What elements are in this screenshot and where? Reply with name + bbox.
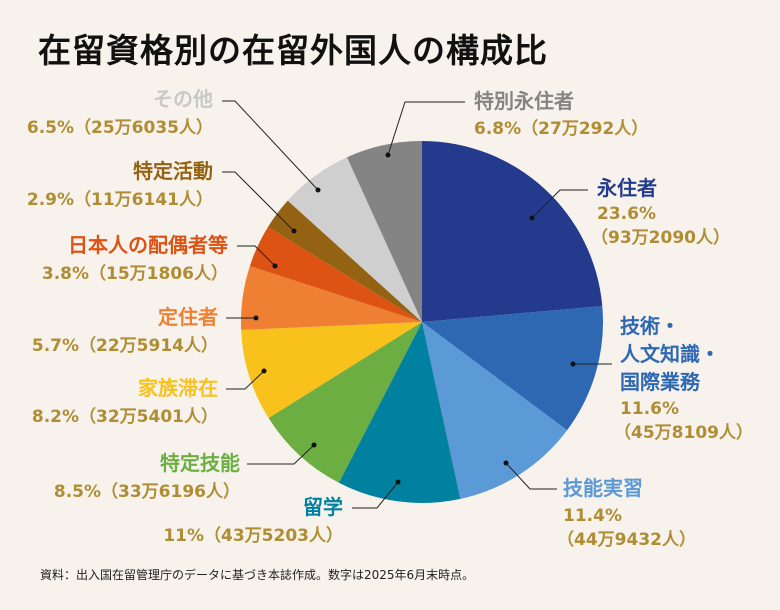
slice-name: 家族滞在 bbox=[138, 376, 218, 400]
pie-slice bbox=[267, 200, 422, 322]
slice-count: （43万5203人） bbox=[204, 526, 343, 546]
slice-name-line: 技術・ bbox=[620, 314, 680, 338]
slice-percent: 11.4% bbox=[563, 506, 622, 526]
leader-dot bbox=[395, 479, 401, 485]
slice-name: 留学 bbox=[303, 495, 343, 519]
pie-slice bbox=[240, 266, 422, 330]
slice-percent: 6.8% bbox=[474, 119, 522, 139]
leader-dot bbox=[503, 460, 509, 466]
slice-count: （11万6141人） bbox=[74, 190, 213, 210]
label-special-permanent: 特別永住者 6.8%（27万292人） bbox=[474, 91, 648, 138]
label-long-term-resident: 定住者 5.7%（22万5914人） bbox=[32, 307, 218, 355]
leader-dot bbox=[272, 263, 278, 269]
label-designated-activities: 特定活動 2.9%（11万6141人） bbox=[27, 161, 213, 209]
slice-count: （45万8109人） bbox=[614, 423, 753, 443]
pie-slice bbox=[287, 157, 422, 322]
pie-slice bbox=[338, 322, 461, 503]
leader-dot bbox=[570, 361, 576, 367]
source-note: 資料：出入国在留管理庁のデータに基づき本誌作成。数字は2025年6月末時点。 bbox=[40, 568, 475, 582]
leader-dot bbox=[261, 368, 267, 374]
slice-name: 技能実習 bbox=[563, 476, 643, 500]
leader-line bbox=[247, 444, 315, 465]
slice-percent: 11.6% bbox=[620, 399, 679, 419]
label-spouse-of-japanese: 日本人の配偶者等 3.8%（15万1806人） bbox=[42, 235, 228, 283]
leader-line bbox=[237, 245, 276, 267]
slice-name: 日本人の配偶者等 bbox=[68, 233, 228, 257]
label-technical-intern: 技能実習 11.4% （44万9432人） bbox=[557, 476, 696, 549]
leader-dot bbox=[311, 442, 317, 448]
slice-name: 特定技能 bbox=[160, 451, 240, 475]
slice-percent: 8.5% bbox=[53, 482, 102, 502]
label-dependent: 家族滞在 8.2%（32万5401人） bbox=[32, 378, 218, 426]
leader-dot bbox=[253, 315, 259, 321]
slice-count: （33万6196人） bbox=[101, 482, 240, 502]
leader-line bbox=[531, 189, 588, 219]
slice-percent: 11% bbox=[163, 526, 205, 546]
slice-percent: 5.7% bbox=[31, 336, 80, 356]
label-student-value: 11%（43万5203人） bbox=[163, 528, 343, 545]
slice-name: 特定活動 bbox=[133, 159, 213, 183]
chart-title: 在留資格別の在留外国人の構成比 bbox=[38, 31, 548, 70]
slice-percent: 6.5% bbox=[26, 118, 75, 138]
slice-percent: 2.9% bbox=[26, 190, 75, 210]
slice-count: （44万9432人） bbox=[557, 530, 696, 550]
pie-slice bbox=[268, 322, 422, 483]
leader-dot bbox=[315, 187, 321, 193]
pie-slice bbox=[346, 141, 422, 322]
label-engineer-humanities: 技術・ 人文知識・ 国際業務 11.6% （45万8109人） bbox=[614, 314, 753, 442]
pie-slice bbox=[422, 322, 568, 499]
slice-name: 特別永住者 bbox=[474, 89, 574, 113]
slice-count: （22万5914人） bbox=[79, 336, 218, 356]
leader-line bbox=[222, 171, 295, 232]
slice-name: 永住者 bbox=[597, 176, 657, 200]
slice-count: （27万292人） bbox=[521, 119, 649, 139]
leader-dot bbox=[291, 228, 297, 234]
slice-percent: 8.2% bbox=[31, 407, 80, 427]
pie-slice bbox=[422, 141, 603, 322]
slice-count: （32万5401人） bbox=[79, 407, 218, 427]
label-other: その他 6.5%（25万6035人） bbox=[27, 89, 213, 137]
slice-count: （25万6035人） bbox=[74, 118, 213, 138]
slice-percent: 23.6% bbox=[597, 204, 656, 224]
label-student: 留学 bbox=[303, 497, 343, 517]
leader-line bbox=[352, 481, 399, 509]
pie-slice bbox=[249, 226, 422, 322]
label-permanent-resident: 永住者 23.6% （93万2090人） bbox=[591, 176, 730, 247]
leader-line bbox=[505, 462, 557, 490]
leader-line bbox=[387, 101, 465, 156]
label-specified-skilled: 特定技能 8.5%（33万6196人） bbox=[54, 453, 240, 501]
leader-line bbox=[226, 370, 265, 390]
leader-dot bbox=[529, 215, 535, 221]
slice-percent: 3.8% bbox=[41, 264, 90, 284]
pie-slice bbox=[422, 306, 603, 431]
slice-name: その他 bbox=[153, 87, 213, 111]
slice-count: （15万1806人） bbox=[89, 264, 228, 284]
slice-name-line: 国際業務 bbox=[620, 370, 700, 394]
slice-name-line: 人文知識・ bbox=[620, 342, 720, 366]
slice-count: （93万2090人） bbox=[591, 228, 730, 248]
slice-name: 定住者 bbox=[158, 305, 218, 329]
leader-dot bbox=[385, 152, 391, 158]
pie-slice bbox=[241, 322, 422, 419]
leader-line bbox=[222, 100, 319, 191]
